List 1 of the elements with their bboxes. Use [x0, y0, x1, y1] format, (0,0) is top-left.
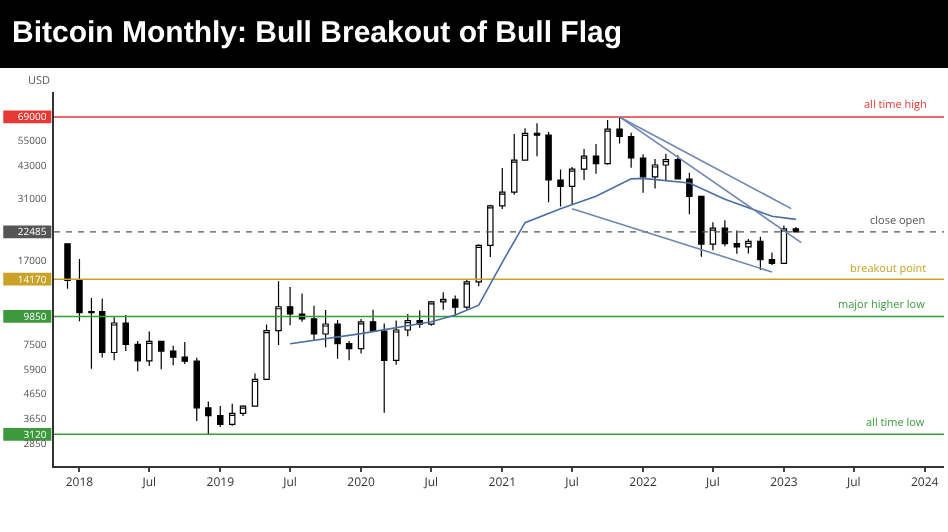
- chart-title: Bitcoin Monthly: Bull Breakout of Bull Flag: [0, 0, 948, 68]
